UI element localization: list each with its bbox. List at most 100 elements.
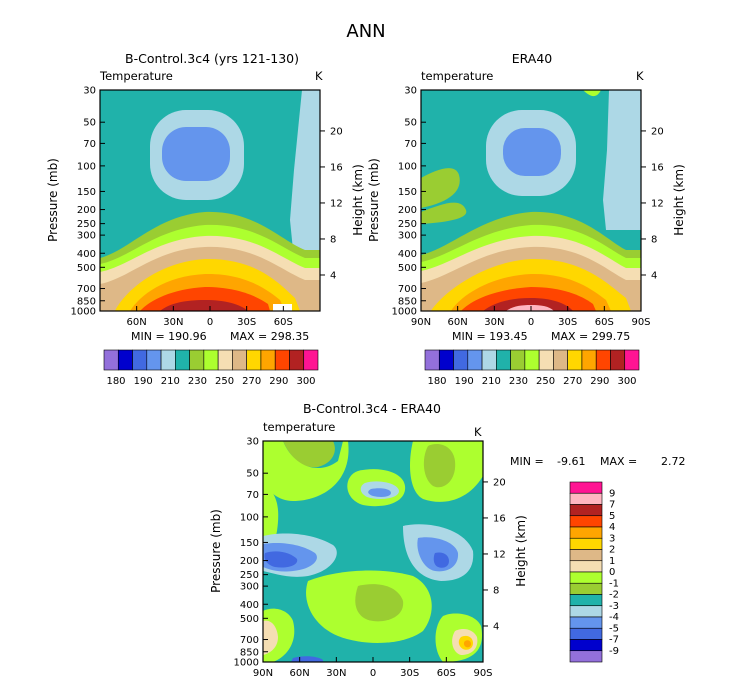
- colorbar-swatch: [103, 349, 119, 371]
- pressure-tick-label: 50: [83, 118, 96, 129]
- pressure-tick-label: 500: [77, 263, 96, 274]
- diff-region-top-left-outer: [263, 441, 349, 501]
- panel-era40-variable: temperature: [421, 69, 493, 83]
- colorbar-swatch: [569, 571, 603, 584]
- panel-diff-y2label: Height (km): [514, 515, 528, 586]
- colorbar-label: 190: [455, 376, 474, 387]
- colorbar-swatch: [289, 349, 305, 371]
- pressure-tick-label: 850: [398, 296, 417, 307]
- colorbar-swatch: [538, 349, 554, 371]
- pressure-tick-label: 1000: [392, 307, 417, 318]
- pressure-tick-label: 700: [240, 635, 259, 646]
- panel-era40-ylabel: Pressure (mb): [367, 158, 381, 242]
- pressure-tick-label: 250: [398, 219, 417, 230]
- control-region-stratosphere-inner: [162, 127, 230, 181]
- pressure-tick-label: 200: [398, 205, 417, 216]
- pressure-tick-label: 30: [404, 86, 417, 97]
- colorbar-label: -7: [609, 635, 619, 646]
- colorbar-swatch: [567, 349, 583, 371]
- colorbar-swatch: [624, 349, 640, 371]
- height-tick-label: 12: [493, 549, 506, 560]
- panel-diff-min-label: MIN =: [510, 455, 544, 468]
- panel-diff-min-value: -9.61: [557, 455, 585, 468]
- colorbar-swatch: [569, 639, 603, 652]
- colorbar-swatch: [569, 492, 603, 505]
- panel-control-ylabel: Pressure (mb): [46, 158, 60, 242]
- colorbar-swatch: [160, 349, 176, 371]
- panel-control-variable: Temperature: [99, 69, 173, 83]
- pressure-tick-label: 500: [240, 614, 259, 625]
- lat-tick-label: 60S: [274, 317, 293, 328]
- colorbar-swatch: [569, 594, 603, 607]
- colorbar-label: -1: [609, 578, 619, 589]
- height-tick-label: 4: [493, 621, 499, 632]
- panel-control-min-label: MIN = 190.96: [131, 330, 207, 343]
- colorbar-swatch: [467, 349, 483, 371]
- colorbar-swatch: [132, 349, 148, 371]
- lat-tick-label: 30S: [237, 317, 256, 328]
- colorbar-label: 300: [296, 376, 315, 387]
- lat-tick-label: 0: [528, 317, 534, 328]
- pressure-tick-label: 1000: [71, 307, 96, 318]
- lat-tick-label: 0: [207, 317, 213, 328]
- pressure-tick-label: 850: [77, 296, 96, 307]
- control-region-south-polar: [290, 90, 320, 250]
- diff-region-top-right-inner: [423, 443, 456, 488]
- colorbar-swatch: [424, 349, 440, 371]
- page-title: ANN: [346, 21, 385, 42]
- colorbar-swatch: [610, 349, 626, 371]
- pressure-tick-label: 70: [246, 490, 259, 501]
- pressure-tick-label: 30: [246, 437, 259, 448]
- colorbar-label: -4: [609, 612, 619, 623]
- height-tick-label: 4: [651, 270, 657, 281]
- pressure-tick-label: 850: [240, 647, 259, 658]
- colorbar-label: 180: [106, 376, 125, 387]
- panel-diff-ylabel: Pressure (mb): [209, 509, 223, 593]
- colorbar-swatch: [246, 349, 262, 371]
- panel-control: B-Control.3c4 (yrs 121-130) Temperature …: [46, 51, 365, 387]
- pressure-tick-label: 250: [240, 570, 259, 581]
- colorbar-label: 250: [536, 376, 555, 387]
- panel-era40-plot: [421, 90, 641, 311]
- panel-diff-plot: [263, 441, 483, 662]
- colorbar-swatch: [569, 582, 603, 595]
- colorbar-label: 230: [188, 376, 207, 387]
- lat-tick-label: 90N: [411, 317, 431, 328]
- pressure-tick-label: 150: [240, 538, 259, 549]
- pressure-tick-label: 250: [77, 219, 96, 230]
- pressure-tick-label: 100: [240, 512, 259, 523]
- colorbar-swatch: [569, 481, 603, 494]
- colorbar-label: 290: [269, 376, 288, 387]
- colorbar-swatch: [146, 349, 162, 371]
- panel-diff-variable: temperature: [263, 420, 335, 434]
- colorbar-label: 4: [609, 522, 615, 533]
- pressure-tick-label: 200: [240, 556, 259, 567]
- height-tick-label: 16: [330, 162, 343, 173]
- panel-diff: B-Control.3c4 - ERA40 temperature K: [209, 401, 686, 679]
- colorbar-label: -5: [609, 623, 619, 634]
- diff-region-upper-middle-core: [368, 488, 391, 497]
- lat-tick-label: 90S: [473, 668, 492, 679]
- pressure-tick-label: 50: [246, 469, 259, 480]
- pressure-tick-label: 150: [398, 187, 417, 198]
- colorbar-label: 290: [590, 376, 609, 387]
- pressure-tick-label: 1000: [234, 658, 259, 669]
- colorbar-label: 210: [161, 376, 180, 387]
- height-tick-label: 16: [651, 162, 664, 173]
- panel-era40-max-label: MAX = 299.75: [551, 330, 630, 343]
- era40-region-antarctic-green: [583, 90, 601, 97]
- era40-region-arctic-low: [421, 202, 467, 224]
- colorbar-label: 270: [242, 376, 261, 387]
- pressure-tick-label: 700: [398, 284, 417, 295]
- panel-diff-lat-ticks: 90N 60N 30N 0 30S 60S 90S: [253, 657, 493, 679]
- era40-region-arctic-green: [421, 168, 460, 208]
- colorbar-swatch: [189, 349, 205, 371]
- colorbar-swatch: [175, 349, 190, 371]
- lat-tick-label: 90S: [631, 317, 650, 328]
- colorbar-swatch: [569, 537, 603, 550]
- colorbar-swatch: [496, 349, 511, 371]
- colorbar-label: 190: [134, 376, 153, 387]
